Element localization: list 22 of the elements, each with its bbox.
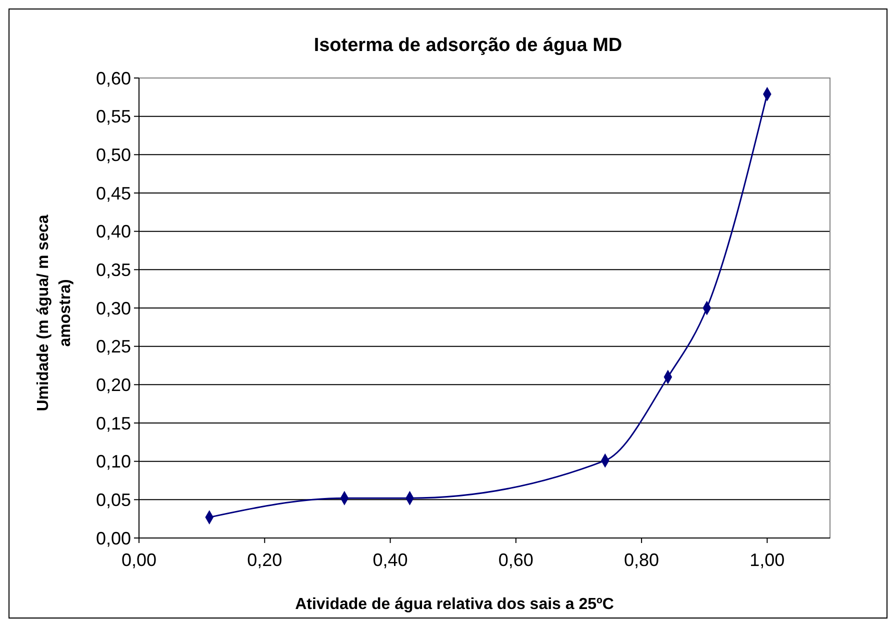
y-tick-label: 0,35 [96,260,131,280]
x-tick-label: 0,80 [624,550,660,570]
x-axis-title: Atividade de água relativa dos sais a 25ºC [295,596,614,613]
y-tick-label: 0,05 [96,490,131,510]
y-tick-label: 0,25 [96,336,131,357]
x-tick-label: 0,00 [121,550,157,570]
y-tick-label: 0,15 [96,413,131,434]
y-tick-label: 0,20 [96,374,131,395]
x-tick-label: 0,40 [372,550,408,570]
y-tick-label: 0,30 [96,298,131,318]
y-tick-label: 0,55 [96,106,131,127]
y-axis-title: Umidade (m água/ m seca amostra) [35,214,74,412]
y-tick-label: 0,00 [96,528,131,548]
x-tick-label: 0,60 [498,550,534,570]
x-tick-label: 1,00 [750,550,785,570]
chart-title: Isoterma de adsorção de água MD [314,35,622,56]
y-tick-label: 0,10 [96,452,131,472]
x-tick-label: 0,20 [247,550,282,570]
y-tick-label: 0,45 [96,183,131,204]
y-tick-label: 0,60 [96,68,131,88]
y-tick-label: 0,40 [96,222,131,242]
y-tick-label: 0,50 [96,144,131,165]
